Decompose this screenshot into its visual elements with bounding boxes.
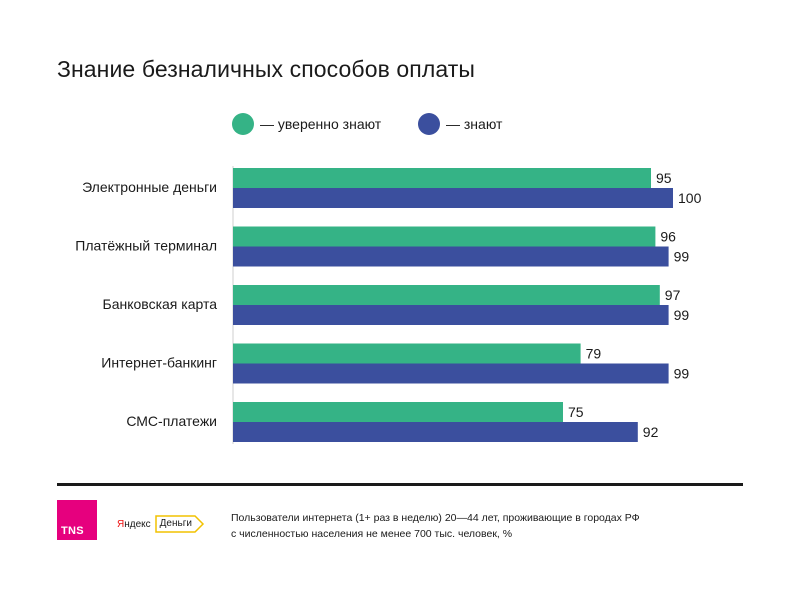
value-label-know-2: 99: [674, 307, 690, 323]
bar-know-2: [233, 305, 669, 325]
bar-know-1: [233, 246, 669, 267]
legend-label-know: — знают: [446, 116, 503, 132]
category-label-0: Электронные деньги: [82, 179, 217, 195]
legend-swatch-know: [418, 113, 440, 135]
value-label-know-3: 99: [674, 366, 690, 382]
bar-confident-1: [233, 226, 656, 247]
category-label-1: Платёжный терминал: [75, 238, 217, 254]
value-label-confident-1: 96: [660, 229, 676, 245]
bar-confident-0: [233, 168, 651, 188]
footnote-line-2: с численностью населения не менее 700 ты…: [231, 528, 513, 540]
value-label-know-4: 92: [643, 424, 659, 440]
bar-confident-4: [233, 402, 563, 422]
value-label-confident-3: 79: [586, 346, 602, 362]
bar-confident-2: [233, 285, 660, 305]
bar-know-4: [233, 422, 638, 442]
value-label-confident-2: 97: [665, 287, 681, 303]
yandex-logo-text: Яндекс: [117, 518, 151, 530]
yandex-dengi-logo: Яндекс Деньги: [117, 513, 204, 535]
tns-logo: TNS: [57, 500, 97, 540]
legend-item-know: — знают: [418, 112, 502, 136]
category-label-3: Интернет-банкинг: [101, 355, 217, 371]
tns-logo-text: TNS: [61, 525, 84, 537]
value-label-confident-0: 95: [656, 170, 672, 186]
footnote-line-1: Пользователи интернета (1+ раз в неделю)…: [231, 512, 640, 524]
legend-label-confident: — уверенно знают: [260, 116, 382, 132]
dengi-tag-shape: [154, 515, 204, 533]
legend-item-confident: — уверенно знают: [232, 112, 381, 136]
bar-confident-3: [233, 343, 581, 364]
category-label-2: Банковская карта: [103, 296, 218, 312]
dengi-logo-text: Деньги: [159, 518, 192, 529]
legend-swatch-confident: [232, 113, 254, 135]
value-label-confident-4: 75: [568, 404, 584, 420]
footnote: Пользователи интернета (1+ раз в неделю)…: [231, 510, 711, 542]
bar-know-3: [233, 363, 669, 384]
dengi-tag: Деньги: [154, 515, 204, 533]
value-label-know-0: 100: [678, 190, 702, 206]
bar-chart: Электронные деньги 95 100 Платёжный термина…: [75, 166, 702, 444]
footer-divider: [57, 483, 743, 486]
bar-know-0: [233, 188, 673, 208]
category-label-4: СМС-платежи: [126, 413, 217, 429]
value-label-know-1: 99: [674, 249, 690, 265]
chart-title: Знание безналичных способов оплаты: [57, 56, 476, 82]
